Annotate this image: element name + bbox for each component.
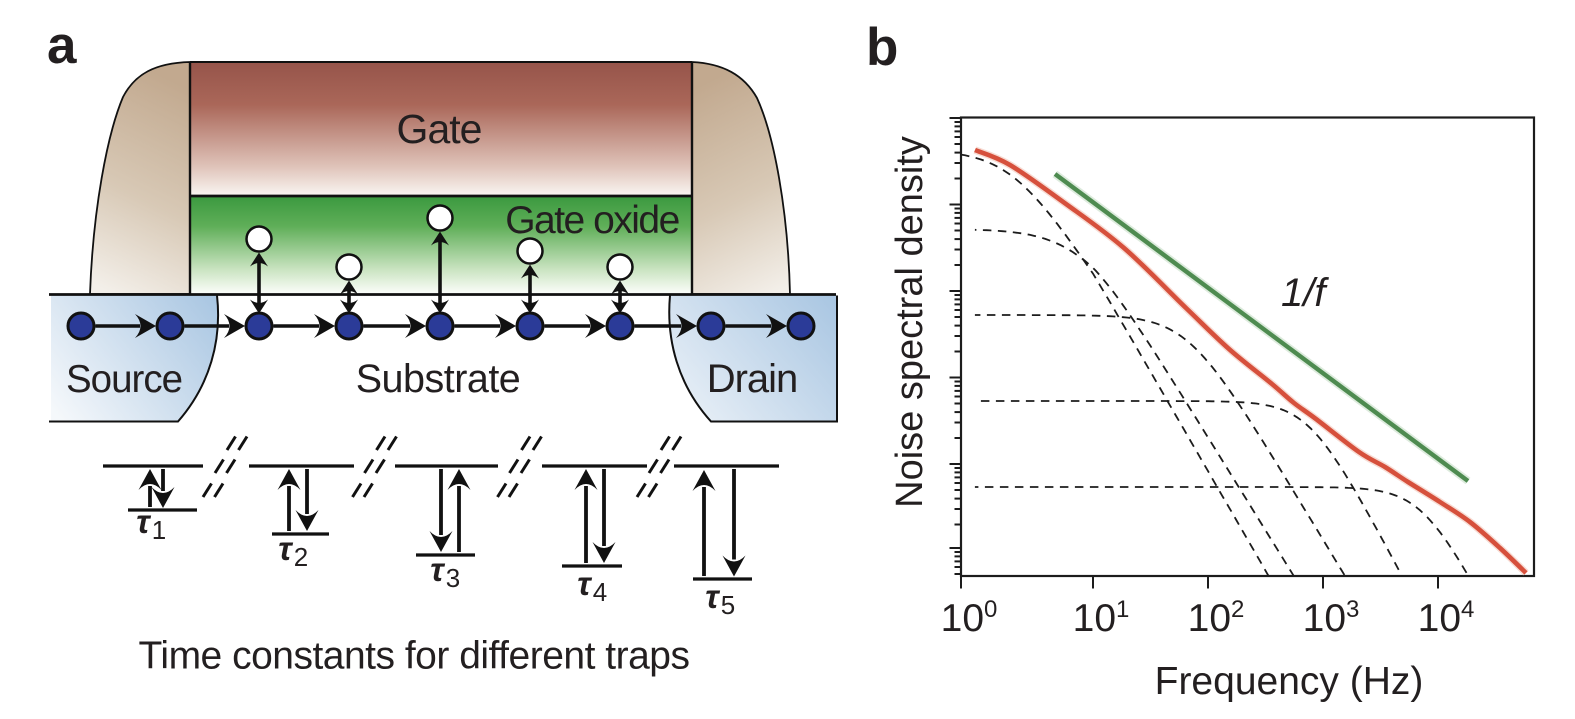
svg-text:b: b: [866, 18, 898, 77]
svg-text:τ: τ: [136, 503, 151, 540]
svg-text:Source: Source: [66, 358, 182, 401]
svg-text:5: 5: [721, 590, 735, 620]
svg-text:τ: τ: [278, 530, 293, 567]
svg-text:2: 2: [294, 542, 308, 572]
svg-text:1/f: 1/f: [1281, 271, 1329, 315]
svg-text:Substrate: Substrate: [356, 357, 521, 401]
svg-text:Gate oxide: Gate oxide: [505, 199, 679, 242]
svg-text:Drain: Drain: [707, 357, 798, 401]
svg-text:101: 101: [1073, 596, 1130, 640]
svg-text:Noise spectral density: Noise spectral density: [889, 136, 931, 508]
svg-text:Frequency (Hz): Frequency (Hz): [1155, 660, 1424, 703]
svg-text:100: 100: [941, 596, 998, 640]
svg-text:a: a: [47, 16, 77, 75]
svg-text:3: 3: [446, 563, 460, 593]
svg-text:4: 4: [593, 577, 607, 607]
svg-text:Time constants for different t: Time constants for different traps: [139, 635, 690, 678]
svg-text:Gate: Gate: [397, 106, 482, 152]
svg-text:τ: τ: [705, 578, 720, 615]
svg-text:τ: τ: [577, 565, 592, 602]
svg-text:1: 1: [152, 515, 166, 545]
svg-text:τ: τ: [430, 551, 445, 588]
